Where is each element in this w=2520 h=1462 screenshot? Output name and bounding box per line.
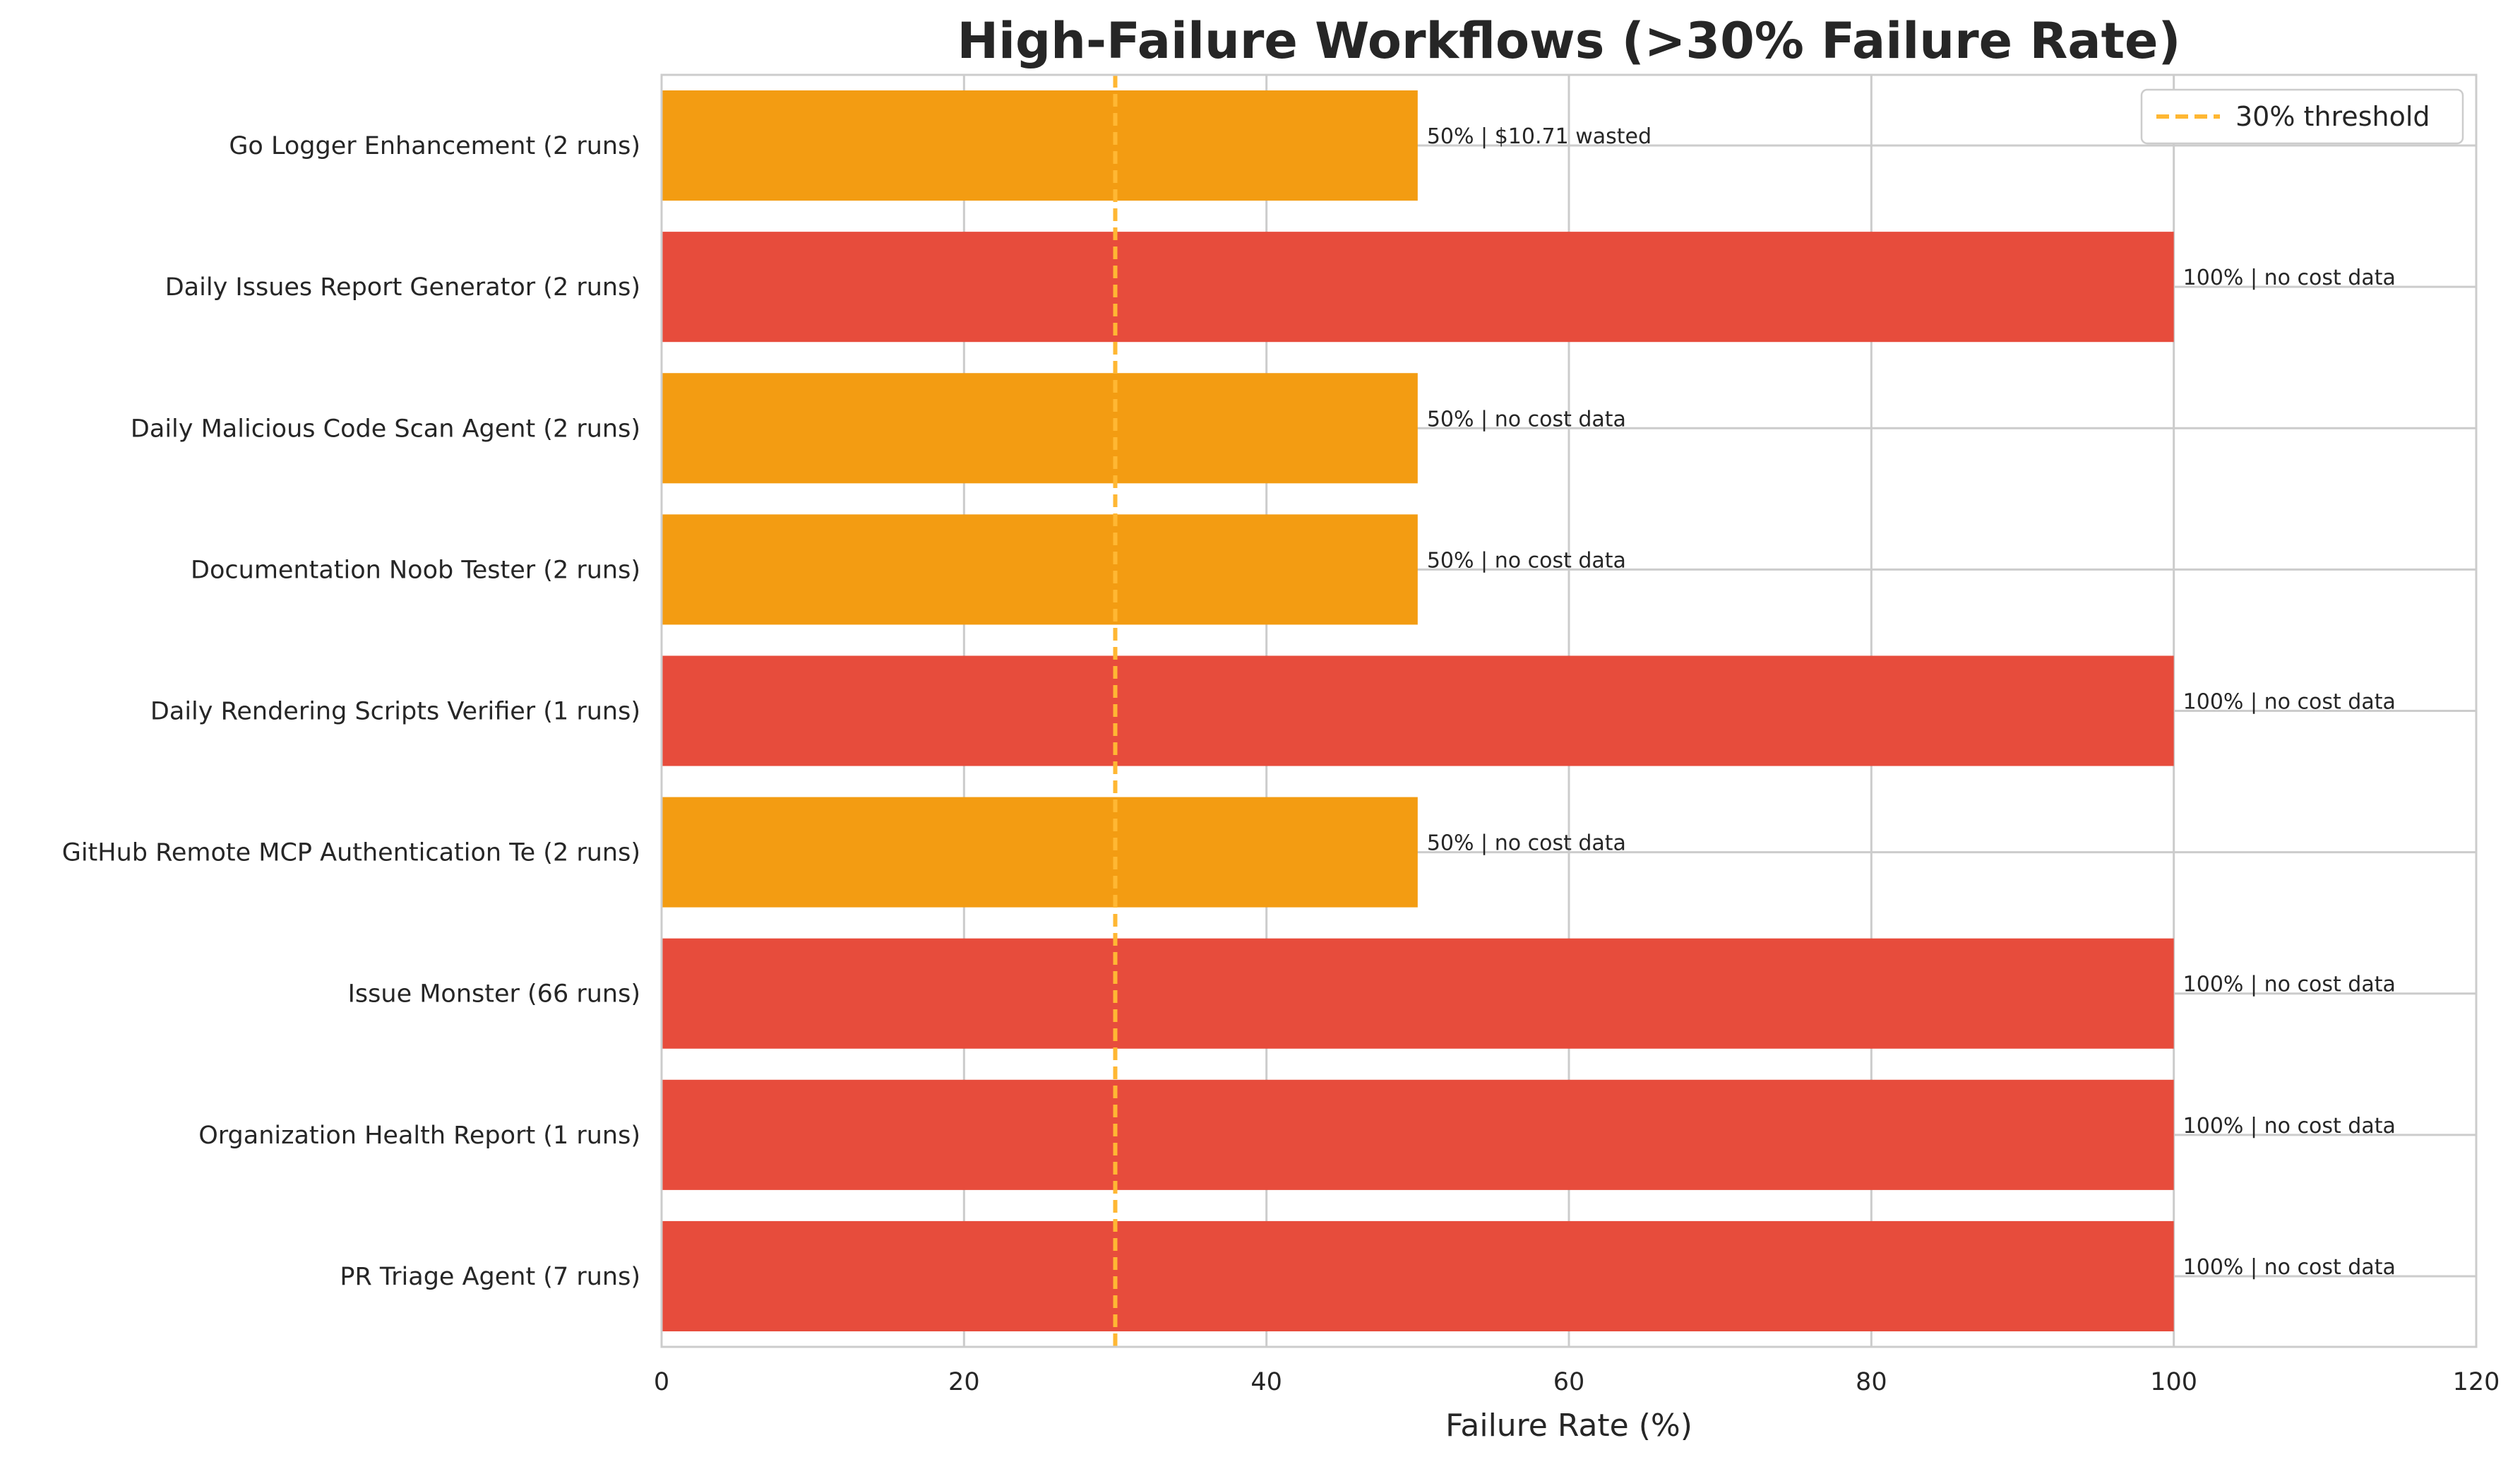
x-tick-label: 0 — [654, 1368, 669, 1396]
y-category-label: Daily Malicious Code Scan Agent (2 runs) — [131, 415, 640, 443]
bar-value-label: 50% | no cost data — [1427, 831, 1626, 856]
y-category-label: Daily Issues Report Generator (2 runs) — [165, 273, 640, 302]
legend: 30% threshold — [2140, 88, 2464, 145]
bars — [662, 90, 2174, 1331]
y-category-label: Documentation Noob Tester (2 runs) — [191, 556, 640, 584]
bar — [662, 1220, 2174, 1331]
x-tick-label: 120 — [2453, 1368, 2500, 1396]
chart-title: High-Failure Workflows (>30% Failure Rat… — [957, 12, 2180, 70]
x-tick-label: 60 — [1553, 1368, 1585, 1396]
bar — [662, 1079, 2174, 1190]
bar-value-label: 100% | no cost data — [2183, 973, 2396, 997]
y-category-label: PR Triage Agent (7 runs) — [340, 1263, 640, 1291]
x-tick-label: 80 — [1856, 1368, 1887, 1396]
plot-frame — [660, 73, 2478, 1348]
y-category-label: Daily Rendering Scripts Verifier (1 runs… — [150, 698, 640, 726]
bar-value-labels: 50% | $10.71 wasted 100% | no cost data 50… — [1427, 124, 2396, 1280]
bar-value-label: 50% | no cost data — [1427, 407, 1626, 432]
bar-value-label: 50% | $10.71 wasted — [1427, 124, 1652, 149]
x-tick-label: 20 — [948, 1368, 980, 1396]
x-axis-label: Failure Rate (%) — [1445, 1408, 1692, 1444]
bar — [662, 514, 1418, 625]
x-tick-label: 100 — [2150, 1368, 2197, 1396]
bar — [662, 232, 2174, 343]
bar-value-label: 100% | no cost data — [2183, 690, 2396, 715]
bar — [662, 90, 1418, 201]
bar-value-label: 100% | no cost data — [2183, 1255, 2396, 1280]
legend-threshold-label: 30% threshold — [2235, 101, 2430, 132]
bar — [662, 797, 1418, 908]
y-category-label: GitHub Remote MCP Authentication Te (2 r… — [62, 839, 640, 867]
x-tick-labels: 0 20 40 60 80 100 120 — [654, 1368, 2500, 1396]
y-category-label: Organization Health Report (1 runs) — [198, 1122, 640, 1150]
bar — [662, 373, 1418, 484]
bar — [662, 938, 2174, 1049]
y-category-label: Go Logger Enhancement (2 runs) — [229, 132, 640, 160]
x-tick-label: 40 — [1250, 1368, 1282, 1396]
y-category-label: Issue Monster (66 runs) — [348, 980, 640, 1009]
legend-box — [2140, 88, 2464, 145]
bar-value-label: 100% | no cost data — [2183, 266, 2396, 290]
bar — [662, 655, 2174, 766]
bar-value-label: 100% | no cost data — [2183, 1114, 2396, 1139]
y-category-labels: Go Logger Enhancement (2 runs) Daily Issu… — [62, 132, 640, 1291]
bar-value-label: 50% | no cost data — [1427, 548, 1626, 573]
